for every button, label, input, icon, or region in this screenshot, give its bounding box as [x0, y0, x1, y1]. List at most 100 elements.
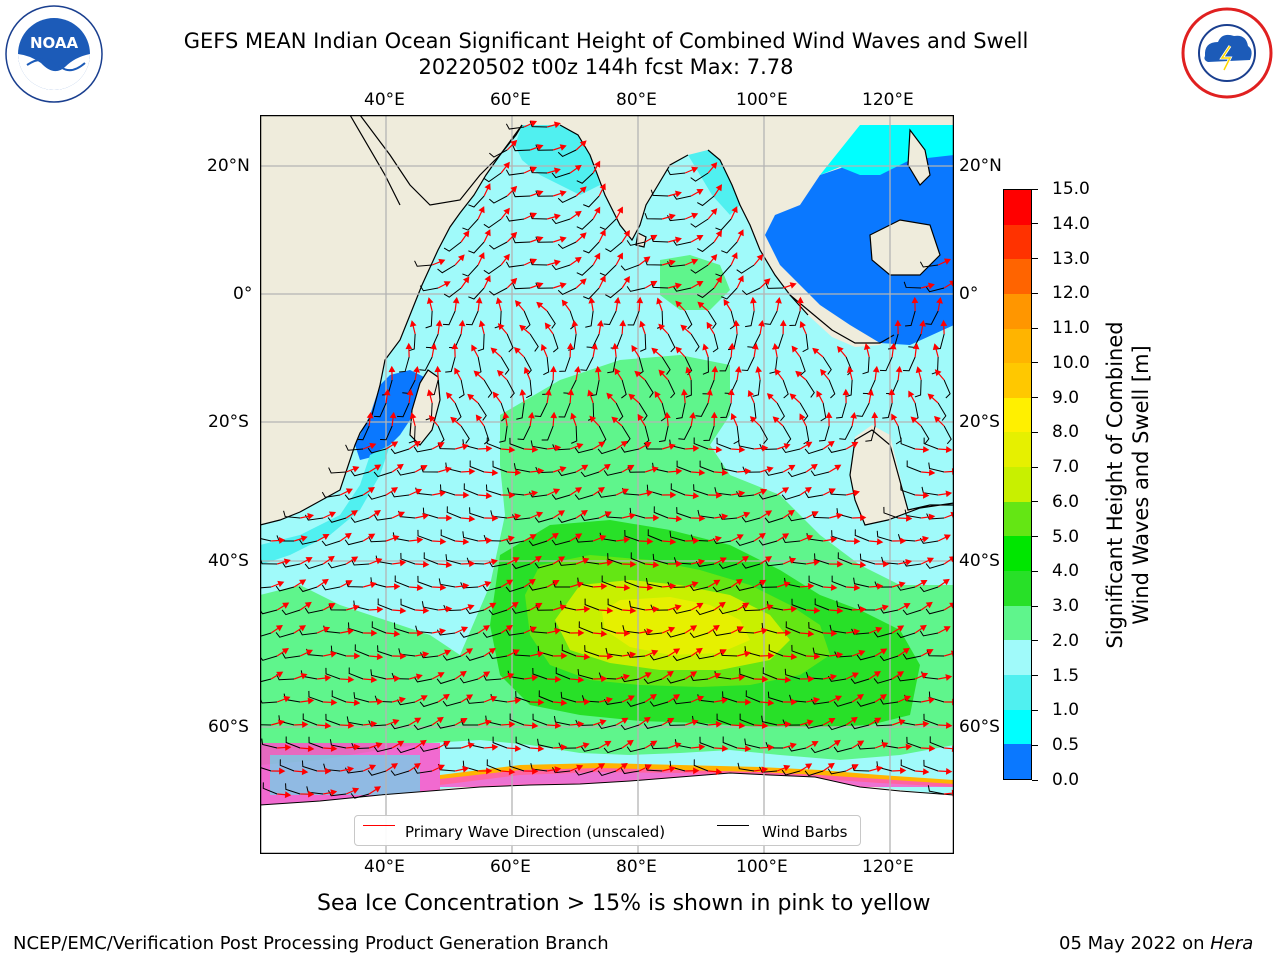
- wave-direction-arrowhead: [830, 536, 838, 544]
- wave-direction-arrowhead: [413, 440, 421, 448]
- wave-direction-arrowhead: [436, 716, 444, 724]
- wind-barb: [281, 561, 301, 568]
- wind-barb: [500, 356, 510, 375]
- wind-barb: [576, 264, 594, 276]
- wave-direction-arrowhead: [767, 744, 775, 751]
- wave-direction-arrowhead: [583, 605, 591, 613]
- wave-direction-arrowhead: [668, 259, 676, 267]
- wave-direction-arrowhead: [749, 416, 757, 423]
- colorbar-tick-label: 0.0: [1052, 770, 1080, 790]
- wave-direction-arrowhead: [656, 297, 663, 305]
- wave-direction-arrowhead: [413, 763, 421, 770]
- wind-barb: [523, 310, 531, 330]
- wind-barb: [828, 379, 836, 399]
- wave-direction-arrowhead: [514, 469, 522, 476]
- wave-direction-arrowhead: [691, 719, 699, 726]
- wave-direction-arrowhead: [795, 370, 803, 378]
- wave-direction-arrowhead: [758, 532, 766, 540]
- wind-barb: [551, 172, 571, 179]
- wave-direction-arrowhead: [943, 626, 951, 633]
- wave-direction-arrowhead: [510, 231, 518, 239]
- wind-barb: [597, 448, 617, 455]
- wind-barb: [583, 241, 600, 254]
- wave-direction-arrowhead: [805, 763, 813, 770]
- lon-tick-top-100e: 100°E: [736, 90, 788, 110]
- wind-barb: [327, 517, 347, 523]
- wave-direction-arrowhead: [629, 512, 636, 520]
- wind-barb: [557, 149, 577, 158]
- wave-direction-arrowhead: [354, 652, 361, 660]
- wave-direction-arrowhead: [330, 698, 338, 706]
- wave-direction-arrowhead: [723, 298, 730, 306]
- wave-direction-arrowhead: [696, 280, 704, 288]
- wind-barb: [831, 575, 847, 588]
- wave-direction-arrowhead: [485, 445, 493, 453]
- wave-direction-arrowhead: [460, 718, 468, 725]
- wave-direction-arrowhead: [744, 745, 752, 752]
- wave-direction-arrowhead: [928, 697, 936, 704]
- wind-barb: [347, 622, 364, 634]
- wind-barb: [413, 767, 433, 774]
- wind-barb: [896, 632, 916, 639]
- wind-barb: [695, 402, 709, 417]
- wave-direction-arrowhead: [751, 342, 759, 350]
- wave-direction-arrowhead: [553, 167, 561, 175]
- wave-direction-arrowhead: [490, 347, 498, 355]
- wave-direction-arrowhead: [347, 721, 355, 729]
- wind-barb: [874, 581, 893, 588]
- wave-direction-arrowhead: [693, 537, 700, 545]
- wave-direction-arrowhead: [782, 533, 790, 540]
- wind-barb: [879, 698, 899, 705]
- wave-direction-arrowhead: [514, 745, 522, 752]
- wave-direction-arrowhead: [579, 186, 587, 194]
- wave-direction-arrowhead: [842, 388, 850, 396]
- wave-direction-arrowhead: [550, 411, 558, 419]
- wind-barb: [302, 713, 318, 726]
- wind-barb: [551, 539, 571, 546]
- wave-direction-arrowhead: [574, 210, 582, 218]
- wave-direction-arrowhead: [668, 443, 676, 450]
- wave-direction-arrowhead: [790, 653, 798, 661]
- wind-barb: [534, 562, 554, 569]
- wave-direction-arrowhead: [462, 538, 470, 546]
- wave-direction-arrowhead: [766, 604, 774, 611]
- wind-barb: [827, 768, 847, 775]
- wave-direction-arrowhead: [644, 442, 652, 449]
- wind-barb: [583, 195, 600, 208]
- wave-direction-arrowhead: [415, 488, 423, 495]
- wave-direction-arrowhead: [347, 628, 355, 635]
- wind-barb: [483, 218, 502, 229]
- wave-direction-arrowhead: [489, 602, 497, 609]
- wave-direction-arrowhead: [400, 652, 407, 660]
- wave-direction-arrowhead: [623, 584, 631, 591]
- wave-direction-arrowhead: [674, 282, 682, 290]
- wind-barb: [578, 621, 594, 634]
- wave-direction-arrowhead: [420, 465, 428, 472]
- wave-direction-arrowhead: [836, 651, 844, 659]
- colorbar-fill: [1004, 190, 1031, 779]
- wind-barb: [782, 719, 801, 726]
- wave-direction-arrowhead: [486, 767, 493, 775]
- wind-barb: [505, 215, 525, 222]
- wind-barb: [693, 484, 709, 496]
- wave-direction-arrowhead: [820, 368, 827, 376]
- wave-direction-arrowhead: [579, 232, 587, 240]
- wave-direction-arrowhead: [468, 515, 476, 523]
- wave-direction-arrowhead: [735, 578, 743, 586]
- wind-barb: [879, 655, 899, 662]
- wind-barb: [529, 166, 548, 174]
- wave-direction-arrowhead: [905, 514, 913, 522]
- wave-direction-arrowhead: [863, 343, 871, 351]
- wind-barb: [767, 691, 784, 703]
- wind-barb: [649, 701, 669, 707]
- wave-direction-arrowhead: [697, 301, 705, 309]
- wind-barb: [551, 218, 571, 225]
- wave-direction-arrowhead: [903, 695, 912, 702]
- colorbar-band: [1004, 259, 1031, 294]
- footer-machine: Hera: [1210, 933, 1254, 954]
- wave-direction-arrowhead: [922, 446, 930, 453]
- wave-direction-arrowhead: [301, 768, 309, 776]
- wave-direction-arrowhead: [945, 490, 953, 498]
- lat-tick-left-40s: 40°S: [208, 551, 249, 571]
- wind-barb: [541, 425, 554, 441]
